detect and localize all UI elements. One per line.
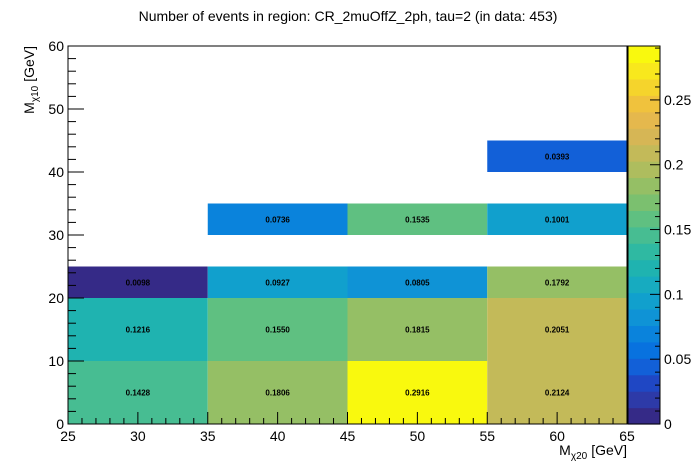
colorbar-segment (628, 111, 660, 129)
colorbar-tick-label: 0.25 (664, 92, 691, 108)
colorbar-ticks: 0 0.05 0.1 0.15 0.2 0.25 (650, 47, 691, 432)
colorbar-segment (628, 341, 660, 359)
svg-text:Mχ10[GeV]: Mχ10 [GeV] (21, 46, 41, 114)
heatmap-cell (347, 203, 488, 235)
x-tick-label: 25 (60, 428, 76, 444)
colorbar-segment (628, 210, 660, 228)
x-tick-label: 40 (270, 428, 286, 444)
colorbar-segment (628, 128, 660, 146)
svg-text:Mχ20[GeV]: Mχ20 [GeV] (559, 442, 627, 462)
colorbar-segment (628, 144, 660, 162)
cell-value-label: 0.0736 (265, 215, 290, 224)
colorbar-tick-label: 0.2 (664, 157, 684, 173)
colorbar-segment (628, 407, 660, 425)
x-axis-title-sub: χ20 (571, 451, 588, 462)
heatmap-cell (68, 266, 208, 298)
cell-value-label: 0.2124 (545, 389, 570, 398)
colorbar-segment (628, 62, 660, 80)
colorbar-segment (628, 292, 660, 310)
colorbar-segment (628, 161, 660, 179)
cell-value-label: 0.1792 (545, 278, 570, 287)
y-tick-label: 40 (48, 164, 64, 180)
colorbar-segment (628, 391, 660, 409)
heatmap-cell (207, 298, 348, 361)
x-tick-label: 35 (200, 428, 216, 444)
y-tick-label: 20 (48, 290, 64, 306)
y-axis-title-main: M (21, 102, 37, 114)
y-tick-label: 30 (48, 227, 64, 243)
x-tick-label: 55 (479, 428, 495, 444)
cell-value-label: 0.2051 (545, 326, 570, 335)
colorbar-segment (628, 325, 660, 343)
heatmap-cells (68, 140, 627, 424)
x-tick-label: 50 (410, 428, 426, 444)
y-tick-label: 50 (48, 101, 64, 117)
chart-title: Number of events in region: CR_2muOffZ_2… (139, 8, 558, 24)
cell-value-label: 0.0927 (265, 278, 290, 287)
colorbar-segment (628, 226, 660, 244)
cell-value-label: 0.1001 (545, 215, 570, 224)
heatmap-cell (207, 266, 348, 298)
heatmap-cell (487, 203, 627, 235)
colorbar-tick-label: 0.15 (664, 222, 691, 238)
x-tick-label: 30 (130, 428, 146, 444)
y-axis-title-unit: [GeV] (21, 46, 37, 82)
colorbar-segment (628, 259, 660, 277)
y-axis-ticks: 0 10 20 30 40 50 60 (48, 38, 84, 432)
y-axis-title-sub: χ10 (30, 85, 41, 102)
x-tick-label: 60 (549, 428, 565, 444)
colorbar-segment (628, 177, 660, 195)
colorbar-tick-label: 0.1 (664, 286, 684, 302)
cell-value-label: 0.1428 (126, 389, 151, 398)
colorbar-segment (628, 46, 660, 64)
cell-value-label: 0.0098 (126, 278, 151, 287)
colorbar-segment (628, 308, 660, 326)
cell-value-label: 0.0805 (405, 278, 430, 287)
colorbar-tick-label: 0.05 (664, 351, 691, 367)
colorbar (628, 46, 660, 425)
cell-value-label: 0.0393 (545, 152, 570, 161)
x-axis-title: Mχ20 [GeV] (559, 442, 627, 462)
heatmap-cell (487, 266, 627, 298)
colorbar-segment (628, 193, 660, 211)
heatmap-cell-labels: 0.1428 0.1806 0.2916 0.2124 0.1216 0.1550 0.18… (126, 152, 570, 397)
colorbar-segment (628, 78, 660, 96)
cell-value-label: 0.1550 (265, 326, 290, 335)
x-axis-ticks: 25 30 35 40 45 50 55 60 65 (60, 412, 635, 444)
x-axis-title-main: M (559, 442, 571, 458)
colorbar-frame (627, 45, 661, 425)
y-axis-title: Mχ10 [GeV] (21, 46, 41, 114)
colorbar-segment (628, 243, 660, 261)
y-tick-label: 60 (48, 38, 64, 54)
colorbar-segment (628, 95, 660, 113)
heatmap-cell (207, 203, 348, 235)
cell-value-label: 0.1216 (126, 326, 151, 335)
x-tick-label: 45 (340, 428, 356, 444)
heatmap-cell (487, 298, 627, 361)
x-tick-label: 65 (619, 428, 635, 444)
heatmap-cell (347, 266, 488, 298)
heatmap-cell (68, 298, 208, 361)
colorbar-segment (628, 276, 660, 294)
colorbar-segment (628, 374, 660, 392)
colorbar-segment (628, 358, 660, 376)
cell-value-label: 0.1815 (405, 326, 430, 335)
y-tick-label: 10 (48, 353, 64, 369)
cell-value-label: 0.1806 (265, 389, 290, 398)
cell-value-label: 0.2916 (405, 389, 430, 398)
heatmap-cell (487, 140, 627, 172)
x-axis-title-unit: [GeV] (591, 442, 627, 458)
colorbar-tick-label: 0 (664, 416, 672, 432)
heatmap-cell (347, 298, 488, 361)
cell-value-label: 0.1535 (405, 215, 430, 224)
y-tick-label: 0 (56, 416, 64, 432)
